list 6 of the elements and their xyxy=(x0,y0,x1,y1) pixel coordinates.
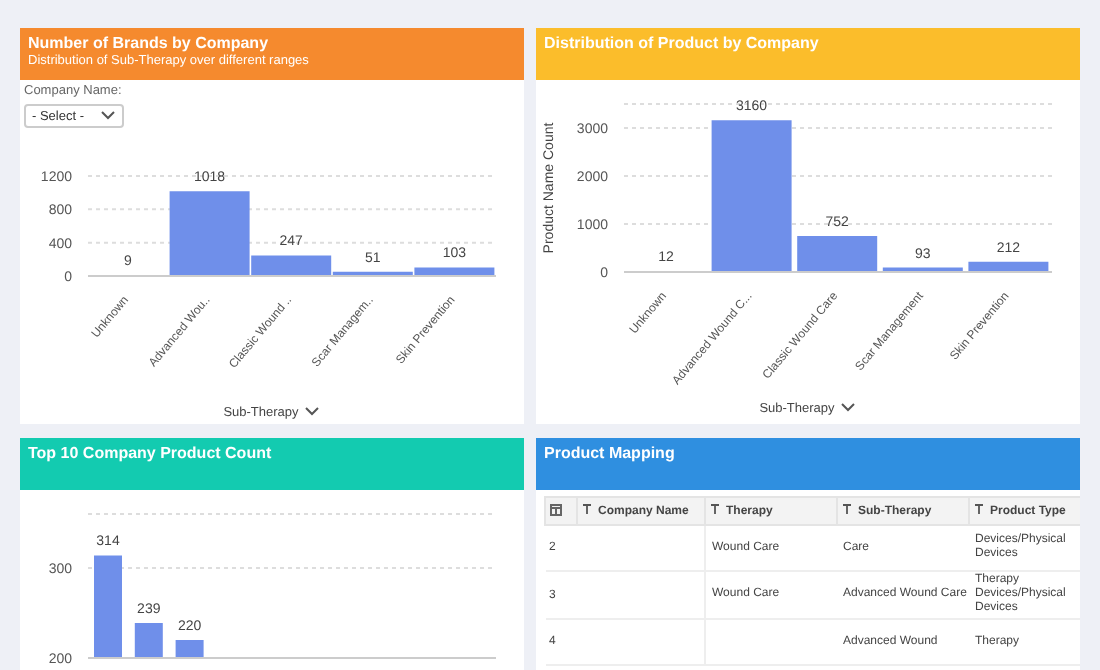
chart-title: Top 10 Company Product Count xyxy=(28,444,274,462)
bar xyxy=(797,235,878,272)
bar xyxy=(711,120,792,272)
chart-title: Distribution of Product by Company xyxy=(544,34,821,52)
text: Product Mapping xyxy=(544,444,677,462)
chart-title: Number of Brands by Company xyxy=(28,34,271,52)
